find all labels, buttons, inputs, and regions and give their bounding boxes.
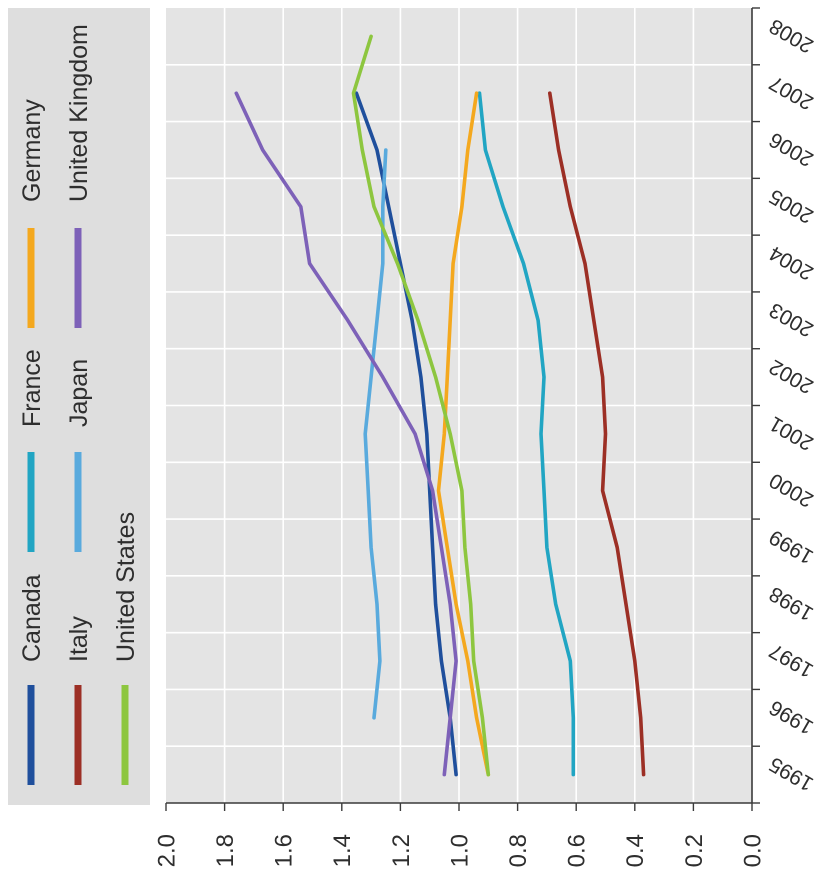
legend-label-france: France [18,349,46,427]
series-line-germany [436,91,491,777]
x-tick-label-2004: 2004 [765,241,817,284]
x-tick-label-1997: 1997 [765,639,817,682]
series-line-italy [548,91,646,777]
y-tick-label-0.2: 0.2 [681,834,708,867]
rotated-chart: Canada France Germany Italy Japan United… [8,7,817,867]
x-tick-label-1998: 1998 [765,582,817,625]
x-tick-label-2000: 2000 [765,468,817,511]
legend-item-canada: Canada [18,574,46,785]
x-tick-label-1999: 1999 [765,525,817,568]
legend: Canada France Germany Italy Japan United… [18,24,140,785]
legend-label-japan: Japan [65,359,93,427]
x-tick-label-2002: 2002 [765,355,817,398]
legend-item-france: France [18,349,46,552]
x-tick-label-2005: 2005 [765,184,817,227]
y-tick-label-0.8: 0.8 [505,834,532,867]
legend-label-canada: Canada [18,574,46,662]
legend-item-united-states: United States [112,512,140,785]
y-tick-label-1.4: 1.4 [329,834,356,867]
legend-item-japan: Japan [65,359,93,552]
legend-item-united-kingdom: United Kingdom [65,24,93,328]
y-tick-label-1.2: 1.2 [388,834,415,867]
legend-item-germany: Germany [18,99,46,328]
x-tick-label-2006: 2006 [765,128,817,171]
series-line-united-kingdom [234,91,458,777]
x-tick-label-2003: 2003 [765,298,817,341]
legend-label-italy: Italy [65,616,93,662]
series-line-canada [354,91,458,777]
y-tick-label-1.0: 1.0 [446,834,473,867]
x-tick-label-1996: 1996 [765,695,817,738]
y-tick-label-1.6: 1.6 [271,834,298,867]
series-line-united-states [351,34,491,777]
legend-label-germany: Germany [18,99,46,202]
legend-item-italy: Italy [65,616,93,785]
legend-box [8,8,150,805]
series-line-france [477,91,576,777]
y-tick-label-0.6: 0.6 [564,834,591,867]
y-tick-label-0.0: 0.0 [739,834,766,867]
y-axis-ticks: 0.0 0.2 0.4 0.6 0.8 1.0 1.2 1.4 1.6 1.8 2.0 [153,803,766,867]
legend-label-united-states: United States [112,512,140,662]
series-lines [234,34,646,777]
x-tick-label-2008: 2008 [765,14,817,57]
gridlines [166,8,752,803]
y-tick-label-0.4: 0.4 [622,834,649,867]
x-axis-ticks: 1995 1996 1997 1998 1999 2000 2001 2002 2003 2004… [752,7,817,804]
y-tick-label-2.0: 2.0 [153,834,180,867]
x-tick-label-2007: 2007 [765,71,817,114]
legend-label-united-kingdom: United Kingdom [65,24,93,202]
x-tick-label-2001: 2001 [765,412,817,455]
series-line-japan [363,148,388,720]
y-tick-label-1.8: 1.8 [212,834,239,867]
x-tick-label-1995: 1995 [765,752,817,795]
